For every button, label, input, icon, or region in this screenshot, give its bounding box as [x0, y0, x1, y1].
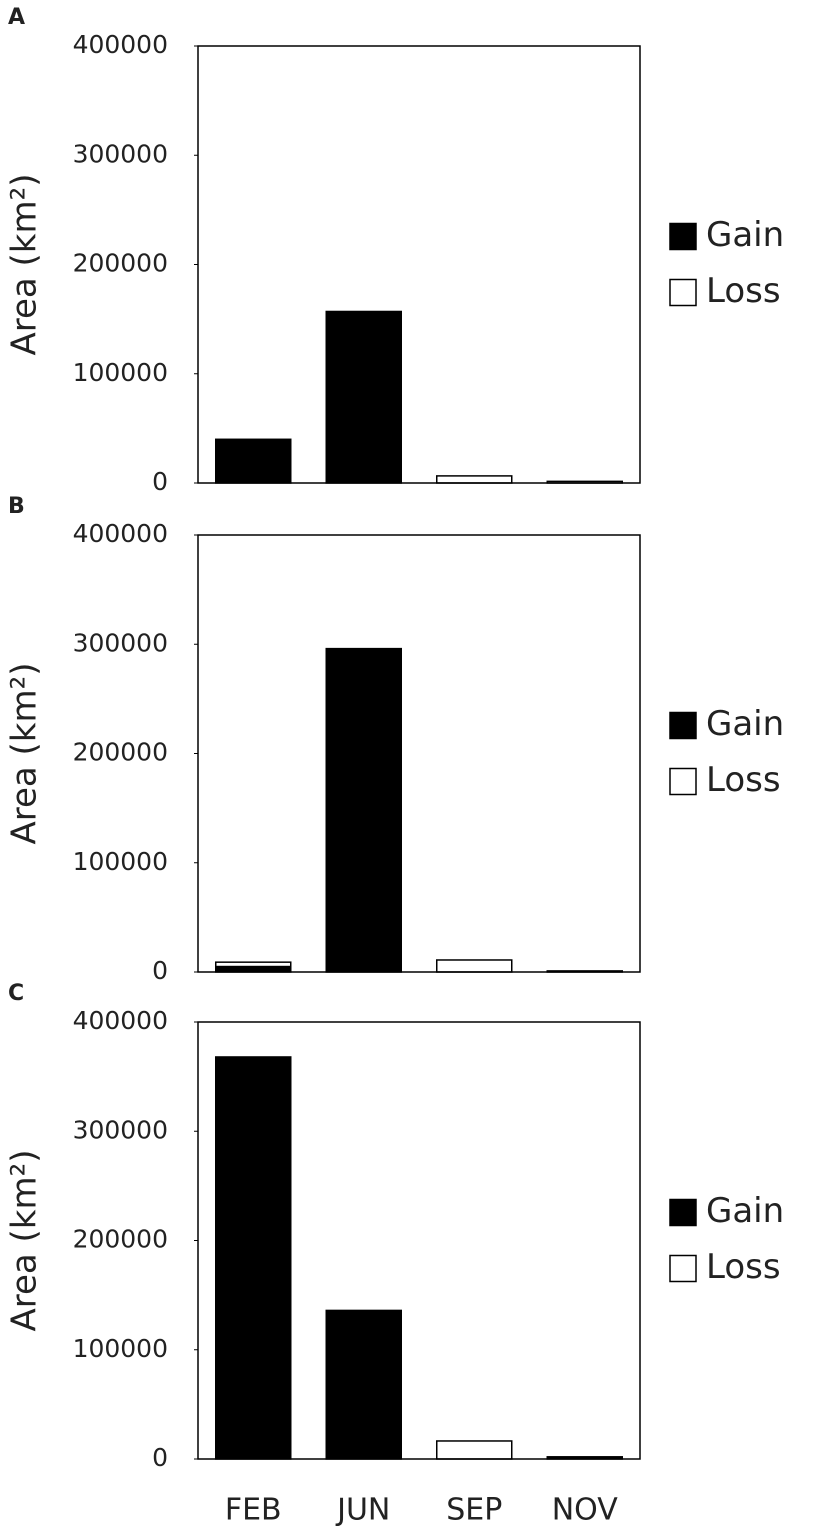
y-tick-label: 0	[152, 467, 168, 496]
bar	[325, 647, 402, 973]
bar	[215, 965, 292, 973]
y-tick-label: 400000	[73, 1006, 168, 1035]
plot-frame	[197, 1021, 641, 1460]
panel-label: B	[8, 494, 25, 519]
panel-label: A	[8, 5, 25, 30]
bar	[325, 310, 402, 484]
y-tick-label: 0	[152, 956, 168, 985]
y-tick-label: 200000	[73, 738, 168, 767]
y-tick-label: 200000	[73, 1225, 168, 1254]
panel-label: C	[8, 981, 24, 1006]
legend-swatch	[669, 1254, 697, 1283]
legend-label: Gain	[706, 215, 784, 255]
legend-swatch	[669, 278, 697, 307]
y-axis-label: Area (km²)	[5, 662, 45, 844]
bar	[436, 1440, 513, 1460]
y-tick-label: 100000	[73, 847, 168, 876]
legend-label: Loss	[706, 1247, 781, 1287]
bar	[436, 475, 513, 484]
y-tick-label: 400000	[73, 30, 168, 59]
x-tick-label: FEB	[225, 1493, 282, 1528]
y-tick-label: 300000	[73, 628, 168, 657]
bar	[215, 438, 292, 484]
y-tick-label: 300000	[73, 1115, 168, 1144]
legend-label: Loss	[706, 271, 781, 311]
y-tick-label: 0	[152, 1443, 168, 1472]
legend-swatch	[669, 222, 697, 251]
y-tick-label: 400000	[73, 519, 168, 548]
bar	[325, 1309, 402, 1460]
x-tick-label: JUN	[335, 1493, 390, 1528]
y-tick-label: 100000	[73, 1334, 168, 1363]
y-tick-label: 100000	[73, 358, 168, 387]
y-tick-label: 200000	[73, 249, 168, 278]
y-tick-label: 300000	[73, 139, 168, 168]
plot-frame	[197, 534, 641, 973]
bar	[215, 961, 292, 968]
y-axis-label: Area (km²)	[5, 173, 45, 355]
x-tick-label: SEP	[446, 1493, 502, 1528]
plot-frame	[197, 45, 641, 484]
legend-swatch	[669, 711, 697, 740]
bar	[436, 959, 513, 973]
legend-label: Gain	[706, 1191, 784, 1231]
legend-label: Gain	[706, 704, 784, 744]
legend-swatch	[669, 767, 697, 796]
legend-swatch	[669, 1198, 697, 1227]
x-tick-label: NOV	[552, 1493, 619, 1528]
y-axis-label: Area (km²)	[5, 1149, 45, 1331]
bar	[215, 1056, 292, 1460]
legend-label: Loss	[706, 760, 781, 800]
